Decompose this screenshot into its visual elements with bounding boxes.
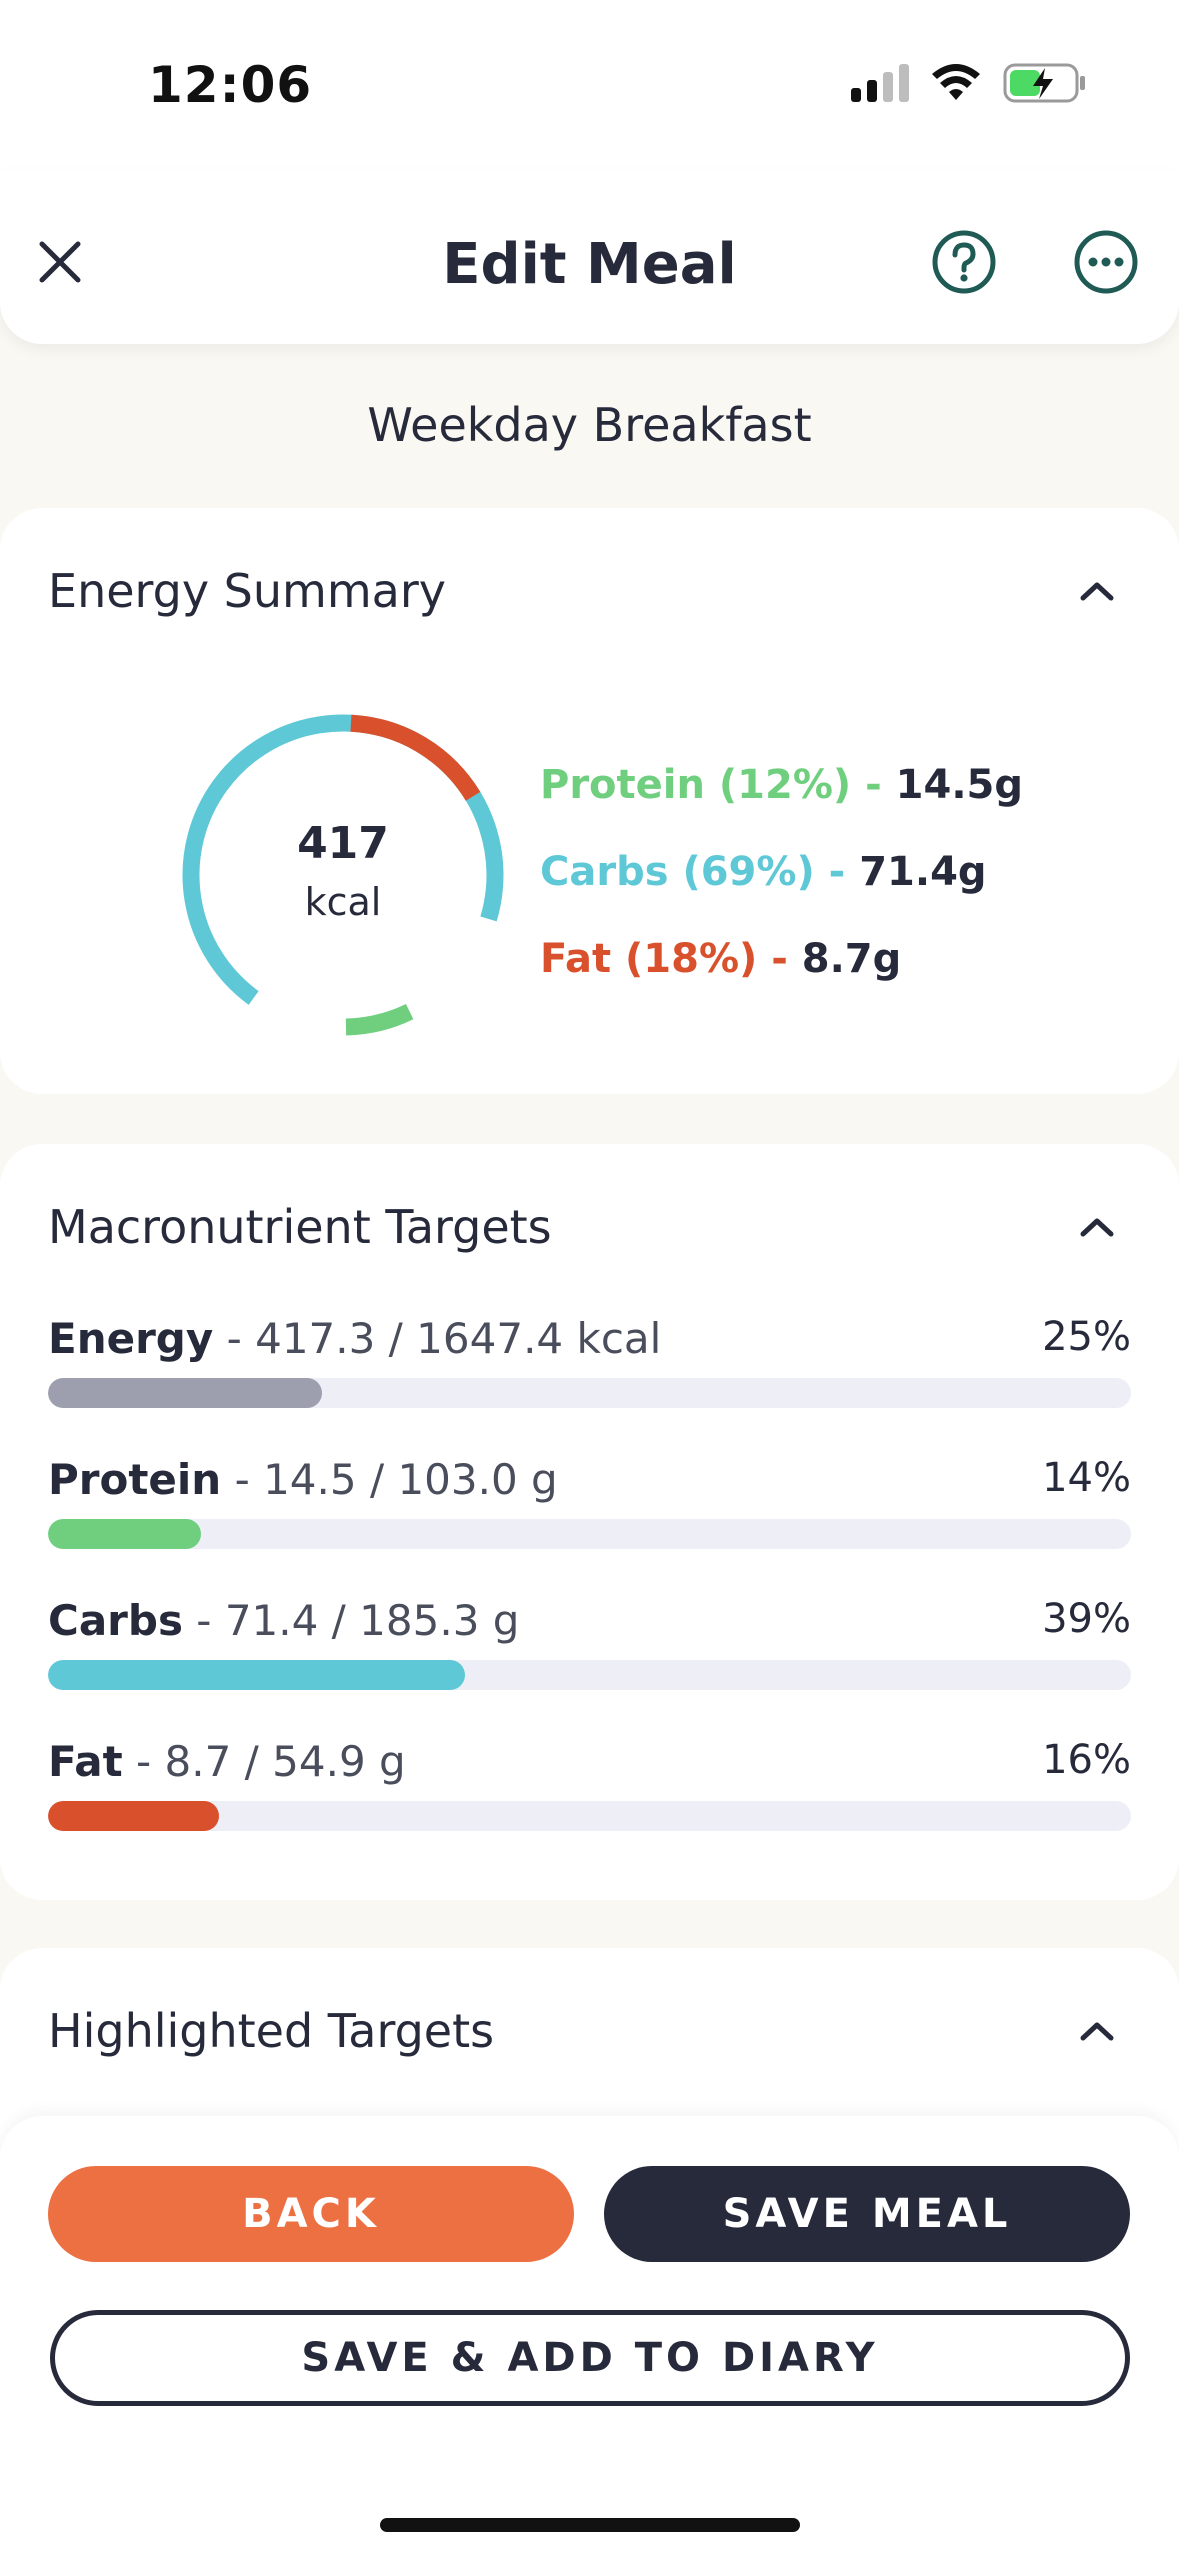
legend-carbs: Carbs (69%) - 71.4g: [540, 849, 987, 895]
home-indicator: [380, 2518, 800, 2532]
battery-charging-icon: [1003, 63, 1085, 103]
energy-donut-chart: [182, 714, 504, 1036]
more-horizontal-icon: [1074, 230, 1138, 294]
legend-carbs-label: Carbs (69%): [540, 849, 815, 895]
progress-fill: [48, 1378, 322, 1408]
legend-protein-separator: -: [851, 762, 896, 808]
highlighted-targets-title: Highlighted Targets: [48, 2004, 495, 2058]
cellular-signal-icon: [851, 64, 909, 102]
energy-total: 417: [297, 818, 389, 869]
protein-ring-segment: [182, 714, 504, 1036]
progress-fill: [48, 1660, 465, 1690]
close-button[interactable]: [30, 232, 90, 292]
target-percent: 14%: [1042, 1455, 1131, 1501]
energy-summary-card: Energy Summary: [0, 508, 1179, 1094]
progress-track: [48, 1519, 1131, 1549]
close-icon: [39, 241, 81, 283]
legend-protein-label: Protein (12%): [540, 762, 852, 808]
wifi-icon: [932, 64, 980, 100]
legend-protein: Protein (12%) - 14.5g: [540, 762, 1023, 808]
energy-unit: kcal: [304, 880, 382, 924]
status-icons: [851, 62, 1087, 104]
progress-track: [48, 1378, 1131, 1408]
chevron-up-icon[interactable]: [1077, 2016, 1117, 2046]
help-button[interactable]: [930, 228, 998, 296]
chevron-up-icon[interactable]: [1077, 576, 1117, 606]
status-bar: 12:06: [0, 0, 1179, 170]
target-detail: 14.5 / 103.0 g: [263, 1455, 558, 1504]
legend-fat-value: 8.7g: [801, 936, 902, 982]
legend-carbs-value: 71.4g: [859, 849, 987, 895]
progress-fill: [48, 1519, 201, 1549]
energy-summary-title: Energy Summary: [48, 564, 446, 618]
legend-carbs-separator: -: [814, 849, 860, 895]
target-name: Fat: [48, 1737, 123, 1786]
progress-track: [48, 1801, 1131, 1831]
legend-protein-value: 14.5g: [895, 762, 1023, 808]
macronutrient-targets-card: Macronutrient Targets Energy - 417.3 / 1…: [0, 1144, 1179, 1900]
target-name: Energy: [48, 1314, 214, 1363]
carbs-ring-segment: [182, 714, 504, 1036]
help-circle-icon: [932, 230, 996, 294]
more-options-button[interactable]: [1072, 228, 1140, 296]
legend-fat-label: Fat (18%): [540, 936, 758, 982]
target-percent: 25%: [1042, 1314, 1131, 1360]
save-meal-button[interactable]: SAVE MEAL: [604, 2166, 1130, 2262]
save-add-to-diary-button[interactable]: SAVE & ADD TO DIARY: [50, 2310, 1130, 2406]
bottom-action-bar: BACK SAVE MEAL SAVE & ADD TO DIARY: [0, 2116, 1179, 2556]
progress-track: [48, 1660, 1131, 1690]
fat-ring-segment: [182, 714, 504, 1036]
back-button[interactable]: BACK: [48, 2166, 574, 2262]
target-detail: 8.7 / 54.9 g: [164, 1737, 406, 1786]
legend-fat-separator: -: [757, 936, 802, 982]
target-name: Protein: [48, 1455, 222, 1504]
legend-fat: Fat (18%) - 8.7g: [540, 936, 901, 982]
meal-name: Weekday Breakfast: [367, 398, 812, 452]
page-title: Edit Meal: [442, 232, 737, 297]
progress-fill: [48, 1801, 220, 1831]
target-detail: 71.4 / 185.3 g: [224, 1596, 520, 1645]
app-header: Edit Meal: [0, 170, 1179, 344]
target-percent: 39%: [1042, 1596, 1131, 1642]
macronutrient-targets-title: Macronutrient Targets: [48, 1200, 552, 1254]
target-detail: 417.3 / 1647.4 kcal: [255, 1314, 662, 1363]
target-name: Carbs: [48, 1596, 183, 1645]
chevron-up-icon[interactable]: [1077, 1212, 1117, 1242]
target-percent: 16%: [1042, 1737, 1131, 1783]
status-time: 12:06: [148, 56, 313, 114]
